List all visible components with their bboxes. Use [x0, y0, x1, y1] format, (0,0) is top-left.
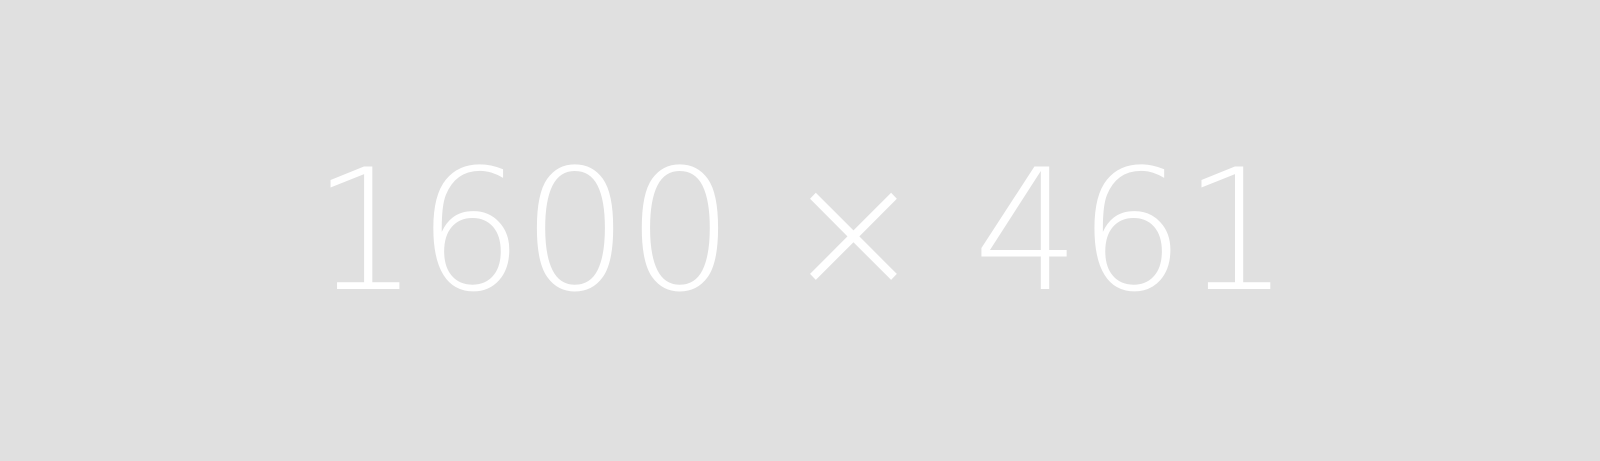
dimensions-label: 1600 × 461 [312, 133, 1290, 329]
